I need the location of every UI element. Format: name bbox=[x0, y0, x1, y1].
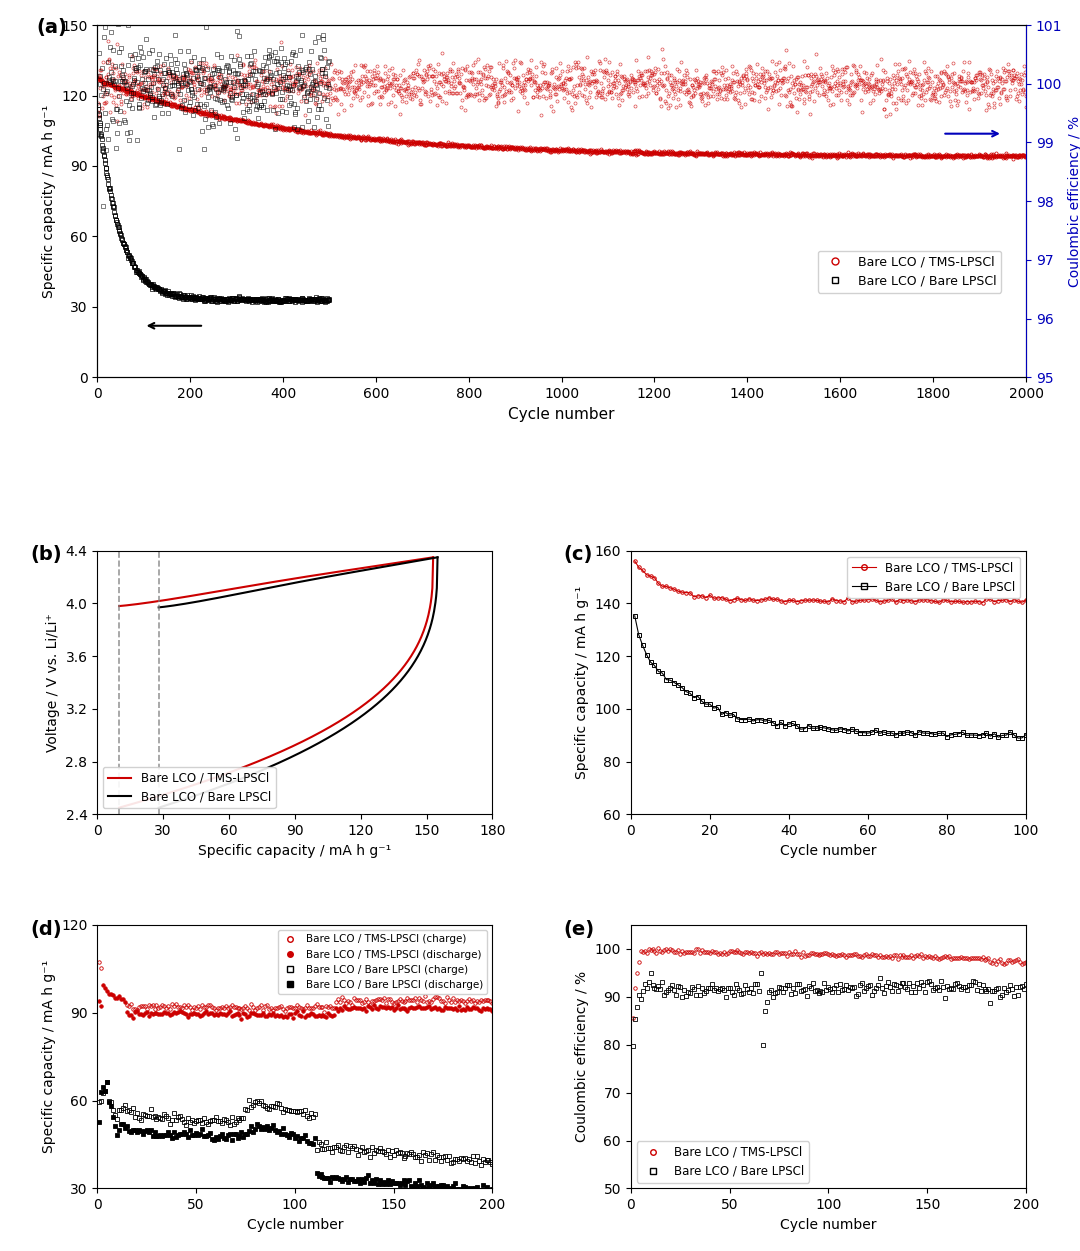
Legend: Bare LCO / TMS-LPSCl, Bare LCO / Bare LPSCl: Bare LCO / TMS-LPSCl, Bare LCO / Bare LP… bbox=[103, 767, 275, 808]
Bare LCO / TMS-LPSCl bbox=[518, 140, 531, 155]
Bare LCO / TMS-LPSCl bbox=[993, 148, 1005, 163]
X-axis label: Cycle number: Cycle number bbox=[246, 1217, 343, 1232]
Y-axis label: Specific capacity / mA h g⁻¹: Specific capacity / mA h g⁻¹ bbox=[575, 585, 589, 779]
Bare LCO / TMS-LPSCl bbox=[91, 71, 104, 86]
Bare LCO / Bare LPSCl bbox=[318, 293, 330, 308]
Y-axis label: Coulombic efficiency / %: Coulombic efficiency / % bbox=[1068, 115, 1080, 286]
X-axis label: Cycle number: Cycle number bbox=[509, 407, 615, 422]
Bare LCO / Bare LPSCl bbox=[91, 98, 104, 113]
Text: (a): (a) bbox=[37, 18, 68, 38]
Legend: Bare LCO / TMS-LPSCl (charge), Bare LCO / TMS-LPSCl (discharge), Bare LCO / Bare: Bare LCO / TMS-LPSCl (charge), Bare LCO … bbox=[278, 931, 487, 995]
Legend: Bare LCO / TMS-LPSCl, Bare LCO / Bare LPSCl: Bare LCO / TMS-LPSCl, Bare LCO / Bare LP… bbox=[818, 250, 1001, 293]
X-axis label: Specific capacity / mA h g⁻¹: Specific capacity / mA h g⁻¹ bbox=[199, 843, 391, 857]
X-axis label: Cycle number: Cycle number bbox=[780, 843, 877, 857]
Bare LCO / Bare LPSCl bbox=[282, 291, 295, 306]
Line: Bare LCO / TMS-LPSCl: Bare LCO / TMS-LPSCl bbox=[96, 76, 1027, 160]
Text: (c): (c) bbox=[564, 545, 593, 564]
X-axis label: Cycle number: Cycle number bbox=[780, 1217, 877, 1232]
Bare LCO / TMS-LPSCl bbox=[823, 148, 836, 163]
Y-axis label: Specific capacity / mA h g⁻¹: Specific capacity / mA h g⁻¹ bbox=[41, 105, 55, 298]
Y-axis label: Specific capacity / mA h g⁻¹: Specific capacity / mA h g⁻¹ bbox=[41, 960, 55, 1153]
Text: (d): (d) bbox=[30, 919, 62, 938]
Bare LCO / Bare LPSCl bbox=[217, 291, 230, 306]
Y-axis label: Coulombic efficiency / %: Coulombic efficiency / % bbox=[576, 971, 589, 1142]
Bare LCO / TMS-LPSCl bbox=[543, 143, 556, 158]
Bare LCO / Bare LPSCl bbox=[203, 291, 216, 306]
Text: (e): (e) bbox=[564, 919, 595, 938]
Bare LCO / TMS-LPSCl bbox=[993, 149, 1005, 164]
Legend: Bare LCO / TMS-LPSCl, Bare LCO / Bare LPSCl: Bare LCO / TMS-LPSCl, Bare LCO / Bare LP… bbox=[848, 557, 1021, 598]
Legend: Bare LCO / TMS-LPSCl, Bare LCO / Bare LPSCl: Bare LCO / TMS-LPSCl, Bare LCO / Bare LP… bbox=[637, 1141, 809, 1182]
Bare LCO / TMS-LPSCl bbox=[139, 90, 152, 105]
Line: Bare LCO / Bare LPSCl: Bare LCO / Bare LPSCl bbox=[96, 104, 330, 304]
Bare LCO / Bare LPSCl bbox=[201, 293, 214, 308]
Y-axis label: Voltage / V vs. Li/Li⁺: Voltage / V vs. Li/Li⁺ bbox=[46, 613, 59, 752]
Bare LCO / Bare LPSCl bbox=[251, 295, 264, 310]
Bare LCO / TMS-LPSCl bbox=[93, 71, 106, 86]
Text: (b): (b) bbox=[30, 545, 62, 564]
Bare LCO / TMS-LPSCl bbox=[1020, 149, 1032, 164]
Bare LCO / Bare LPSCl bbox=[323, 291, 336, 306]
Bare LCO / TMS-LPSCl bbox=[1007, 151, 1020, 166]
Bare LCO / Bare LPSCl bbox=[229, 290, 242, 305]
